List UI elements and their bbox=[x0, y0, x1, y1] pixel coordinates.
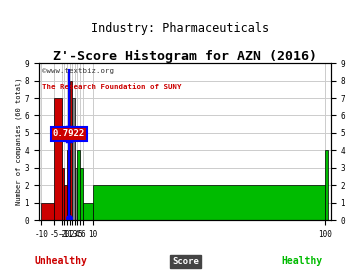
Text: Unhealthy: Unhealthy bbox=[35, 256, 87, 266]
Bar bbox=[64, 185, 67, 220]
Bar bbox=[41, 203, 54, 220]
Bar bbox=[62, 168, 64, 220]
Bar bbox=[93, 185, 325, 220]
Bar bbox=[69, 81, 72, 220]
Bar bbox=[80, 168, 82, 220]
Text: The Research Foundation of SUNY: The Research Foundation of SUNY bbox=[41, 84, 181, 90]
Title: Z'-Score Histogram for AZN (2016): Z'-Score Histogram for AZN (2016) bbox=[53, 50, 317, 63]
Bar bbox=[72, 98, 75, 220]
Y-axis label: Number of companies (60 total): Number of companies (60 total) bbox=[15, 78, 22, 205]
Text: ©www.textbiz.org: ©www.textbiz.org bbox=[41, 68, 113, 74]
Bar bbox=[325, 150, 328, 220]
Bar bbox=[67, 150, 69, 220]
Bar bbox=[54, 98, 62, 220]
Text: Score: Score bbox=[172, 257, 199, 266]
Text: Healthy: Healthy bbox=[282, 256, 323, 266]
Bar bbox=[82, 203, 93, 220]
Text: Industry: Pharmaceuticals: Industry: Pharmaceuticals bbox=[91, 22, 269, 35]
Bar bbox=[75, 168, 77, 220]
Text: 0.7922: 0.7922 bbox=[53, 129, 85, 138]
Bar bbox=[77, 150, 80, 220]
